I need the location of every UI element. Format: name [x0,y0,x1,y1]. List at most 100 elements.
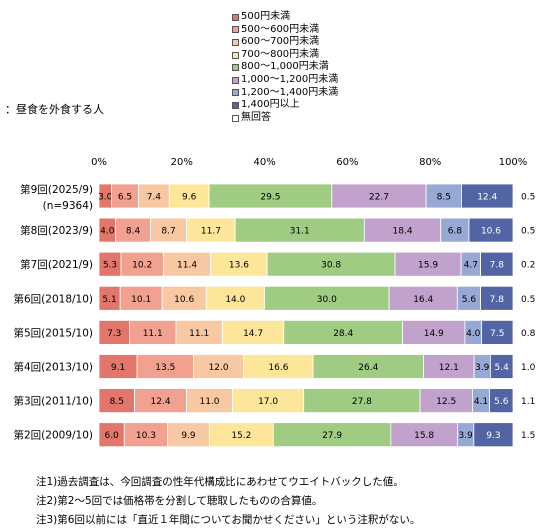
legend-item: 1,200～1,400円未満 [232,87,338,100]
legend-swatch [232,26,239,34]
data-label: 27.9 [322,431,342,441]
note-2: 注2)第2～5回では価格帯を分割して聴取したものの合算値。 [36,495,323,507]
data-label: 5.4 [495,363,510,373]
data-label: 5.1 [102,295,116,305]
bar-segment [136,354,194,379]
data-label: 4.0 [100,227,115,237]
x-tick-label: 0% [91,157,107,168]
bar-segment [394,251,462,277]
data-label: 26.4 [358,363,378,373]
bar-segment [473,422,514,448]
data-label: 8.7 [161,227,175,237]
data-label: 12.0 [209,363,229,373]
legend-label: 700～800円未満 [241,48,320,60]
data-label: 8.4 [126,227,141,237]
data-label: 8.5 [437,193,451,203]
data-label: 3.0 [98,193,113,203]
data-label: 14.7 [243,329,263,339]
data-label: 14.0 [225,295,245,305]
data-label-no-answer: 1.0 [521,363,536,373]
legend-label: 500円未満 [241,11,291,22]
bar-segment [98,388,135,414]
bar-segment [123,422,169,448]
category-label: 第3回(2011/10) [14,395,94,408]
data-label-no-answer: 0.2 [521,261,535,271]
data-label: 29.5 [260,193,280,203]
data-label: 9.9 [181,431,196,441]
legend-label: 800～1,000円未満 [241,61,329,73]
data-label: 11.1 [143,329,163,339]
bar-segment [120,251,164,277]
bar-segment [461,183,514,209]
x-tick-label: 20% [171,157,193,168]
data-label: 11.4 [177,261,197,271]
bar-segment [331,183,427,209]
data-label: 7.8 [490,261,505,271]
bar-segment [243,354,314,379]
data-label: 7.5 [490,329,504,339]
chart-subtitle: ：昼食を外食する人 [5,103,104,116]
legend-label: 無回答 [241,111,271,123]
note-3: 注3)第6回以前には「直近１年間についてお聞かせください」という注釈がない。 [36,514,421,526]
data-label: 15.8 [414,431,434,441]
data-label: 15.9 [418,261,438,271]
data-label: 14.9 [424,329,444,339]
data-label: 9.6 [182,193,197,203]
data-label: 6.5 [118,193,132,203]
legend-label: 1,400円以上 [241,99,300,111]
data-label: 3.9 [475,363,490,373]
bar-segment [210,251,268,277]
legend-swatch [232,76,239,84]
bar-segment [481,319,514,345]
bar-segment [489,388,514,414]
chart-legend: 500円未満 500～600円未満 600～700円未満 700～800円未満 800～… [232,11,338,124]
category-label: 第2回(2009/10) [14,429,94,442]
bar-segment [283,319,403,345]
bar-segment [98,354,138,379]
bar-segment [425,183,462,209]
bar-segment [175,319,223,345]
bar-segment [162,251,212,277]
data-label-no-answer: 0.8 [521,329,536,339]
bar-segment [312,354,424,379]
data-label: 10.2 [132,261,152,271]
legend-swatch [232,114,239,122]
data-label: 8.5 [110,397,124,407]
data-label: 10.6 [174,295,194,305]
legend-label: 500～600円未満 [241,23,320,35]
data-label: 10.6 [481,227,501,237]
data-label: 4.0 [466,329,481,339]
data-label: 3.9 [458,431,473,441]
data-label: 22.7 [369,193,389,203]
note-1: 注1)過去調査は、今回調査の性年代構成比にあわせてウエイトバックした値。 [36,476,404,488]
bar-segment [208,422,274,448]
category-label: 第4回(2013/10) [14,361,94,374]
legend-swatch [232,13,239,21]
legend-item: 1,400円以上 [232,99,338,112]
data-label: 31.1 [290,227,310,237]
data-label: 28.4 [333,329,353,339]
bar-segment [232,388,305,414]
data-label-no-answer: 1.5 [521,431,535,441]
data-label-no-answer: 0.5 [521,295,535,305]
data-label-no-answer: 0.5 [521,227,535,237]
bar-segment [266,251,396,277]
legend-item: 無回答 [232,112,338,125]
data-label: 27.8 [352,397,372,407]
data-label-no-answer: 0.5 [521,193,535,203]
data-label: 4.1 [474,397,488,407]
bar-segment [186,388,233,414]
data-label: 7.4 [147,193,162,203]
data-label: 9.3 [486,431,500,441]
data-label: 5.6 [462,295,477,305]
category-label: 第5回(2015/10) [14,326,94,339]
x-tick-label: 80% [419,157,441,168]
bar-segment [440,217,470,243]
category-sublabel: (n=9364) [43,200,93,212]
bar-segment [115,217,151,243]
legend-label: 600～700円未満 [241,36,320,48]
legend-item: 800～1,000円未満 [232,61,338,74]
data-label: 7.3 [107,329,121,339]
data-label: 11.7 [201,227,221,237]
